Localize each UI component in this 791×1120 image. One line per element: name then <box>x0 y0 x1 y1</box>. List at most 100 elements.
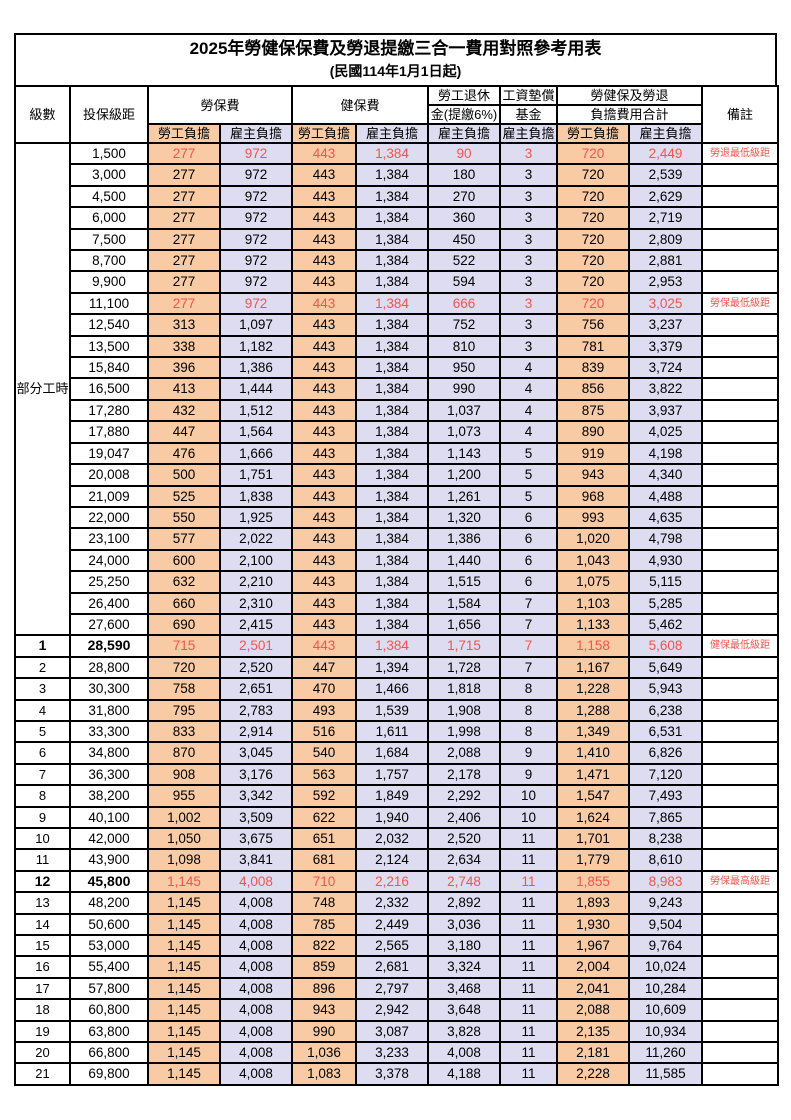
cell-level: 2 <box>14 655 71 680</box>
table-row: 21,009 525 1,838 443 1,384 1,261 5 968 4,488 <box>15 484 780 508</box>
cell-remark <box>701 527 780 551</box>
cell-total-employer: 7,865 <box>628 805 704 830</box>
cell-health-employee: 1,036 <box>291 1041 358 1065</box>
cell-fund-employer: 11 <box>499 1041 559 1065</box>
cell-labor-employee: 277 <box>147 249 221 273</box>
cell-total-employee: 1,020 <box>556 527 631 551</box>
cell-bracket: 16,500 <box>69 377 149 401</box>
table-row: 10 42,000 1,050 3,675 651 2,032 2,520 11 1,701 8,… <box>14 826 780 851</box>
cell-health-employer: 1,384 <box>355 291 430 316</box>
cell-level: 19 <box>14 1019 71 1044</box>
cell-bracket: 24,000 <box>69 548 149 573</box>
cell-pension-employer: 2,406 <box>427 805 502 830</box>
header-total-line1: 勞健保及勞退 <box>556 85 704 106</box>
cell-pension-employer: 2,520 <box>427 826 502 851</box>
header-health-employer-burden: 雇主負擔 <box>355 123 430 144</box>
cell-labor-employee: 1,145 <box>147 912 221 937</box>
cell-total-employer: 5,285 <box>628 591 704 615</box>
cell-health-employee: 447 <box>291 655 358 680</box>
table-row: 3,000 277 972 443 1,384 180 3 720 2,539 <box>15 163 780 187</box>
page-title: 2025年勞健保保費及勞退提繳三合一費用對照參考用表 <box>189 39 602 58</box>
header-health-employee-burden: 勞工負擔 <box>291 123 358 144</box>
cell-labor-employee: 908 <box>147 762 221 787</box>
cell-health-employee: 443 <box>291 206 358 230</box>
cell-labor-employee: 1,145 <box>147 869 221 894</box>
cell-remark <box>701 377 780 401</box>
cell-total-employee: 2,088 <box>556 998 631 1022</box>
cell-level: 16 <box>14 955 71 979</box>
cell-labor-employer: 3,675 <box>218 826 294 851</box>
cell-level: 17 <box>14 976 71 1001</box>
cell-total-employer: 3,822 <box>628 377 704 401</box>
cell-health-employer: 1,384 <box>355 548 430 573</box>
cell-bracket: 28,590 <box>69 634 149 658</box>
cell-labor-employer: 1,564 <box>218 420 294 444</box>
cell-total-employer: 4,198 <box>628 441 704 466</box>
cell-fund-employer: 11 <box>499 912 559 937</box>
cell-remark <box>701 826 780 851</box>
cell-health-employee: 443 <box>291 398 358 423</box>
cell-labor-employee: 500 <box>147 463 221 487</box>
cell-health-employer: 1,384 <box>355 420 430 444</box>
cell-total-employee: 1,471 <box>556 762 631 787</box>
cell-labor-employer: 4,008 <box>218 998 294 1022</box>
cell-total-employee: 1,167 <box>556 655 631 680</box>
cell-bracket: 19,047 <box>69 441 149 466</box>
cell-pension-employer: 4,188 <box>427 1062 502 1086</box>
cell-labor-employer: 972 <box>218 184 294 209</box>
header-labor-employer-burden: 雇主負擔 <box>218 123 294 144</box>
cell-health-employer: 2,216 <box>355 869 430 894</box>
cell-level: 13 <box>14 891 71 915</box>
cell-bracket: 28,800 <box>69 655 149 680</box>
cell-health-employee: 443 <box>291 334 358 359</box>
cell-health-employer: 1,684 <box>355 741 430 765</box>
cell-total-employer: 11,585 <box>628 1062 704 1086</box>
table-row: 9 40,100 1,002 3,509 622 1,940 2,406 10 1,624 7,8… <box>14 805 780 830</box>
cell-fund-employer: 11 <box>499 1019 559 1044</box>
cell-bracket: 27,600 <box>69 612 149 637</box>
cell-level: 10 <box>14 826 71 851</box>
cell-labor-employer: 2,520 <box>218 655 294 680</box>
cell-total-employee: 1,779 <box>556 848 631 872</box>
cell-labor-employer: 4,008 <box>218 891 294 915</box>
cell-total-employee: 2,041 <box>556 976 631 1001</box>
cell-bracket: 42,000 <box>69 826 149 851</box>
cell-health-employer: 1,384 <box>355 612 430 637</box>
cell-total-employer: 3,025 <box>628 291 704 316</box>
cell-health-employer: 1,384 <box>355 249 430 273</box>
cell-level: 7 <box>14 762 71 787</box>
cell-health-employee: 651 <box>291 826 358 851</box>
cell-health-employee: 443 <box>291 634 358 658</box>
cell-total-employee: 1,133 <box>556 612 631 637</box>
cell-health-employee: 443 <box>291 270 358 294</box>
cell-labor-employee: 277 <box>147 270 221 294</box>
cell-remark <box>701 934 780 958</box>
cell-health-employer: 1,466 <box>355 677 430 701</box>
cell-health-employee: 622 <box>291 805 358 830</box>
cell-bracket: 23,100 <box>69 527 149 551</box>
cell-health-employer: 1,940 <box>355 805 430 830</box>
cell-health-employer: 1,757 <box>355 762 430 787</box>
cell-total-employer: 7,120 <box>628 762 704 787</box>
cell-health-employer: 1,384 <box>355 334 430 359</box>
cell-labor-employer: 4,008 <box>218 1019 294 1044</box>
table-row: 2 28,800 720 2,520 447 1,394 1,728 7 1,167 5,649 <box>14 655 780 680</box>
cell-health-employer: 1,384 <box>355 270 430 294</box>
cell-bracket: 57,800 <box>69 976 149 1001</box>
cell-bracket: 40,100 <box>69 805 149 830</box>
cell-remark <box>701 441 780 466</box>
cell-fund-employer: 6 <box>499 548 559 573</box>
cell-labor-employee: 1,145 <box>147 891 221 915</box>
cell-labor-employee: 413 <box>147 377 221 401</box>
table-row: 23,100 577 2,022 443 1,384 1,386 6 1,020 4,798 <box>15 527 780 551</box>
cell-fund-employer: 11 <box>499 1062 559 1086</box>
cell-total-employer: 3,237 <box>628 313 704 337</box>
cell-total-employee: 1,893 <box>556 891 631 915</box>
cell-bracket: 48,200 <box>69 891 149 915</box>
cell-total-employer: 2,449 <box>628 141 704 166</box>
cell-labor-employer: 972 <box>218 270 294 294</box>
table-row: 6 34,800 870 3,045 540 1,684 2,088 9 1,410 6,826 <box>14 741 780 765</box>
table-row: 16 55,400 1,145 4,008 859 2,681 3,324 11 2,004 10… <box>14 955 780 979</box>
cell-total-employee: 720 <box>556 270 631 294</box>
cell-remark <box>701 848 780 872</box>
